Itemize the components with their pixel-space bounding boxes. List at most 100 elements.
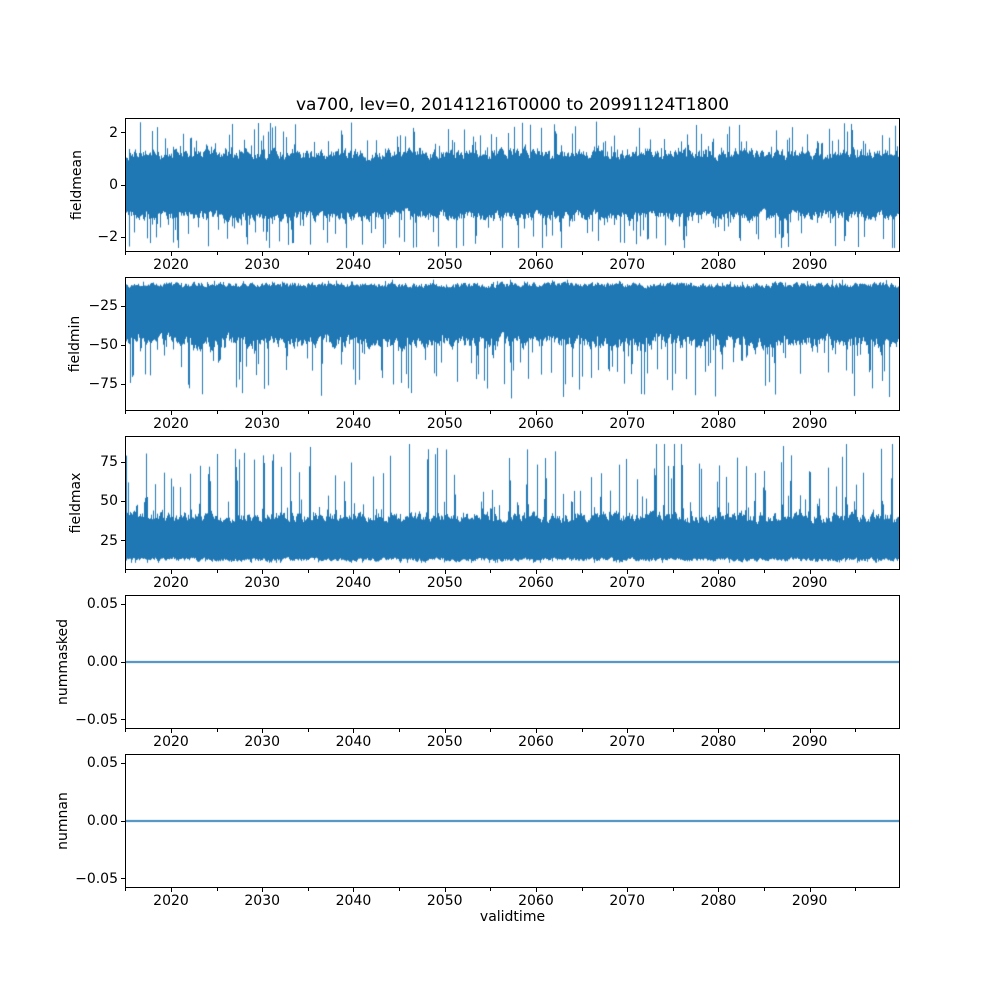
y-tick-mark	[121, 661, 125, 663]
plot-area-fieldmean	[125, 118, 900, 252]
x-tick-label-nummasked-0: 2020	[153, 734, 189, 750]
y-tick-label-fieldmean-2: −2	[97, 229, 118, 246]
x-tick-mark	[718, 570, 720, 574]
x-tick-label-fieldmin-2: 2040	[335, 416, 372, 432]
x-tick-label-fieldmin-6: 2080	[700, 416, 737, 432]
x-tick-mark	[444, 729, 446, 733]
x-tick-mark	[627, 411, 629, 415]
y-tick-label-numnan-2: −0.05	[75, 870, 118, 887]
x-tick-mark	[353, 411, 355, 415]
y-tick-label-fieldmin-2: −75	[88, 376, 118, 392]
x-tick-mark	[627, 888, 629, 892]
x-minor-tick-mark	[581, 729, 583, 732]
x-tick-mark	[262, 252, 264, 256]
x-tick-mark	[262, 888, 264, 892]
x-minor-tick-mark	[581, 252, 583, 255]
y-axis-label-numnan: numnan	[55, 792, 71, 850]
x-minor-tick-mark	[399, 252, 401, 255]
y-tick-mark	[121, 344, 125, 346]
x-tick-mark	[718, 252, 720, 256]
plot-area-numnan	[125, 754, 900, 888]
x-tick-label-fieldmin-5: 2070	[609, 416, 646, 432]
x-tick-mark	[718, 729, 720, 733]
x-minor-tick-mark	[764, 888, 766, 891]
y-tick-mark	[121, 820, 125, 822]
y-tick-label-fieldmax-1: 50	[100, 493, 118, 510]
x-minor-tick-mark	[855, 570, 857, 573]
x-tick-mark	[262, 411, 264, 415]
x-minor-tick-mark	[764, 570, 766, 573]
x-minor-tick-mark	[764, 729, 766, 732]
y-tick-mark	[121, 603, 125, 605]
y-tick-mark	[121, 236, 125, 238]
x-tick-mark	[627, 252, 629, 256]
x-tick-label-nummasked-5: 2070	[609, 734, 646, 750]
x-tick-label-nummasked-7: 2090	[791, 734, 828, 750]
x-minor-tick-mark	[216, 888, 218, 891]
y-tick-mark	[121, 305, 125, 307]
x-tick-label-numnan-7: 2090	[791, 893, 828, 909]
x-tick-mark	[444, 252, 446, 256]
x-minor-tick-mark	[125, 252, 127, 255]
x-minor-tick-mark	[125, 888, 127, 891]
x-tick-label-fieldmean-0: 2020	[153, 257, 189, 273]
y-tick-mark	[121, 540, 125, 542]
series-canvas-fieldmax	[126, 437, 899, 569]
plot-area-fieldmax	[125, 436, 900, 570]
x-minor-tick-mark	[399, 888, 401, 891]
x-axis-label: validtime	[479, 909, 546, 925]
x-minor-tick-mark	[399, 411, 401, 414]
x-tick-label-fieldmean-1: 2030	[244, 257, 281, 273]
y-tick-label-fieldmin-0: −25	[88, 298, 118, 314]
y-tick-label-nummasked-2: −0.05	[75, 711, 118, 728]
x-minor-tick-mark	[216, 411, 218, 414]
x-tick-label-fieldmean-4: 2060	[518, 257, 554, 273]
x-tick-label-fieldmax-6: 2080	[700, 575, 737, 591]
x-minor-tick-mark	[399, 729, 401, 732]
x-tick-label-fieldmean-2: 2040	[335, 257, 372, 273]
x-tick-label-fieldmax-2: 2040	[335, 575, 372, 591]
x-tick-mark	[718, 888, 720, 892]
x-tick-label-fieldmax-5: 2070	[609, 575, 646, 591]
x-minor-tick-mark	[672, 888, 674, 891]
x-tick-mark	[262, 570, 264, 574]
series-canvas-fieldmean	[126, 119, 899, 251]
x-tick-mark	[170, 252, 172, 256]
x-tick-label-fieldmean-7: 2090	[791, 257, 828, 273]
x-minor-tick-mark	[490, 411, 492, 414]
x-minor-tick-mark	[672, 729, 674, 732]
x-tick-mark	[809, 729, 811, 733]
x-minor-tick-mark	[125, 411, 127, 414]
x-tick-label-numnan-4: 2060	[518, 893, 554, 909]
series-canvas-numnan	[126, 755, 899, 887]
plot-area-fieldmin	[125, 277, 900, 411]
y-axis-label-fieldmax: fieldmax	[68, 472, 84, 534]
x-minor-tick-mark	[307, 252, 309, 255]
x-tick-label-fieldmin-3: 2050	[426, 416, 463, 432]
y-tick-label-fieldmin-1: −50	[88, 337, 118, 353]
x-tick-label-fieldmax-4: 2060	[518, 575, 554, 591]
x-tick-label-fieldmax-1: 2030	[244, 575, 281, 591]
x-minor-tick-mark	[216, 729, 218, 732]
x-minor-tick-mark	[581, 570, 583, 573]
x-tick-mark	[444, 411, 446, 415]
x-tick-mark	[170, 570, 172, 574]
y-tick-label-numnan-0: 0.05	[86, 755, 118, 772]
x-tick-mark	[170, 888, 172, 892]
x-tick-mark	[353, 570, 355, 574]
y-axis-label-fieldmin: fieldmin	[67, 315, 83, 373]
x-tick-label-numnan-0: 2020	[153, 893, 189, 909]
x-minor-tick-mark	[125, 729, 127, 732]
x-tick-label-fieldmean-5: 2070	[609, 257, 646, 273]
figure-title: va700, lev=0, 20141216T0000 to 20991124T…	[295, 95, 730, 115]
x-tick-label-fieldmean-6: 2080	[700, 257, 737, 273]
x-tick-label-fieldmin-4: 2060	[518, 416, 554, 432]
x-minor-tick-mark	[490, 729, 492, 732]
y-axis-label-fieldmean: fieldmean	[69, 150, 85, 220]
y-tick-mark	[121, 383, 125, 385]
x-minor-tick-mark	[399, 570, 401, 573]
x-tick-mark	[353, 729, 355, 733]
y-tick-label-fieldmax-2: 25	[100, 532, 118, 549]
x-minor-tick-mark	[307, 888, 309, 891]
x-tick-mark	[627, 729, 629, 733]
